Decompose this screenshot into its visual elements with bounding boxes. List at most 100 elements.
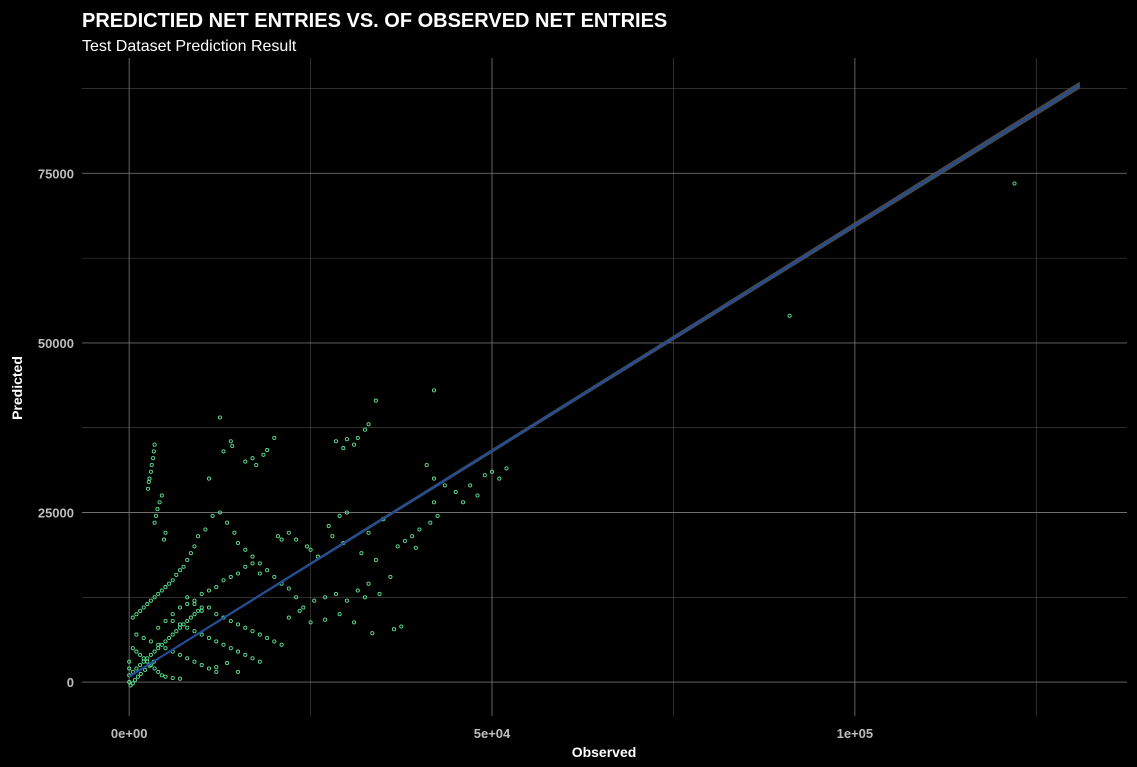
data-point (138, 663, 143, 668)
data-point (170, 578, 175, 583)
data-point (373, 398, 378, 403)
data-point (435, 513, 440, 518)
data-point (196, 534, 201, 539)
data-point (196, 608, 201, 613)
data-point (148, 639, 153, 644)
data-point (206, 635, 212, 641)
data-points (127, 181, 1017, 688)
data-point (265, 635, 270, 641)
y-tick-label: 75000 (38, 166, 74, 181)
data-point (228, 574, 233, 579)
data-point (257, 632, 262, 637)
data-point (127, 659, 132, 664)
data-point (159, 493, 164, 498)
data-point (424, 462, 429, 468)
data-point (431, 476, 437, 481)
regression-line (128, 84, 1081, 678)
data-point (199, 663, 204, 668)
data-point (152, 520, 157, 525)
data-point (232, 530, 237, 535)
data-point (250, 554, 255, 559)
data-point (170, 675, 175, 681)
data-point (257, 561, 262, 566)
data-point (156, 625, 161, 630)
data-point (152, 666, 157, 671)
data-point (294, 537, 299, 542)
data-point (157, 500, 162, 505)
data-point (214, 585, 219, 590)
data-point (497, 476, 502, 481)
data-point (272, 574, 277, 579)
data-point (152, 595, 157, 600)
data-point (243, 625, 248, 630)
data-point (188, 615, 193, 620)
data-point (185, 618, 190, 624)
data-point (134, 649, 139, 654)
data-point (482, 473, 487, 478)
data-point (362, 595, 368, 600)
data-point (228, 618, 233, 624)
data-point (475, 493, 480, 498)
tick-labels: 0e+00 5e+04 1e+05 0 25000 50000 75000 (38, 166, 873, 741)
data-point (235, 571, 241, 576)
data-point (170, 618, 175, 624)
chart-title: PREDICTIED NET ENTRIES VS. OF OBSERVED N… (82, 10, 667, 32)
data-point (308, 547, 313, 552)
data-point (145, 486, 151, 491)
data-point (431, 388, 437, 393)
data-point (170, 632, 175, 637)
data-point (225, 520, 230, 525)
data-point (128, 683, 133, 688)
data-point (192, 544, 197, 549)
data-point (395, 544, 400, 549)
data-point (127, 666, 132, 671)
data-point (174, 629, 179, 634)
data-point (275, 534, 280, 539)
data-point (143, 667, 148, 672)
x-tick-label: 1e+05 (837, 726, 874, 741)
data-point (228, 646, 233, 651)
data-point (504, 466, 509, 471)
data-point (272, 435, 277, 440)
data-point (192, 629, 197, 634)
data-point (442, 483, 447, 488)
data-point (286, 615, 291, 620)
data-point (344, 598, 349, 603)
data-point (250, 656, 255, 661)
data-point (391, 627, 397, 632)
data-point (138, 652, 143, 657)
data-point (132, 677, 138, 683)
data-point (243, 459, 248, 464)
data-point (341, 446, 346, 451)
data-point (787, 313, 792, 318)
data-point (225, 661, 230, 666)
data-point (127, 680, 132, 685)
data-point (410, 534, 415, 539)
data-point (286, 530, 291, 535)
data-point (185, 595, 190, 600)
data-point (141, 659, 146, 664)
data-point (413, 545, 418, 550)
data-point (163, 674, 168, 679)
data-point (163, 639, 168, 644)
data-point (130, 615, 135, 620)
data-point (402, 538, 407, 544)
data-point (192, 598, 197, 603)
data-point (323, 595, 328, 600)
data-point (192, 612, 197, 617)
data-point (312, 598, 317, 603)
data-point (308, 620, 313, 625)
data-point (152, 442, 157, 447)
data-point (230, 443, 235, 449)
data-point (188, 551, 193, 556)
data-point (203, 527, 208, 532)
data-point (431, 500, 437, 505)
data-point (235, 622, 241, 627)
grid-lines (82, 58, 1127, 716)
data-point (286, 586, 291, 591)
data-point (159, 642, 164, 647)
data-point (167, 581, 172, 586)
data-point (177, 625, 183, 630)
x-tick-label: 0e+00 (111, 726, 148, 741)
